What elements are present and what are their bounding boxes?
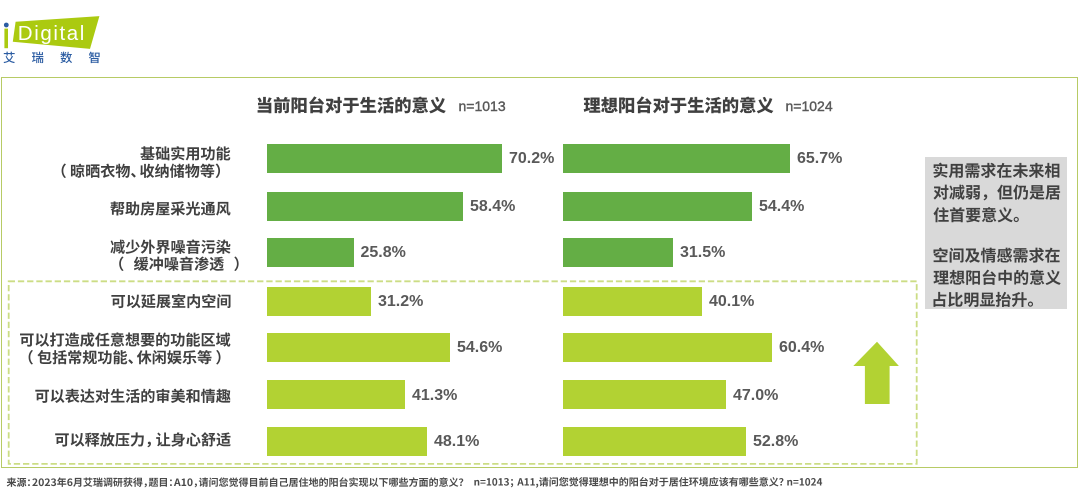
svg-text:Digital: Digital xyxy=(18,22,86,45)
